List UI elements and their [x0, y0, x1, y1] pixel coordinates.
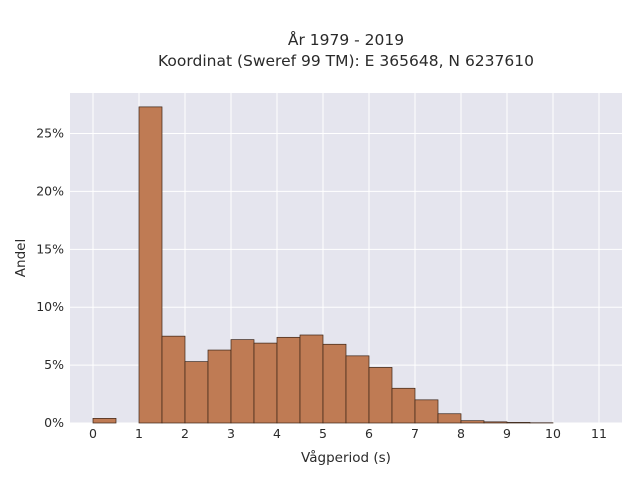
- histogram-bar: [161, 335, 186, 424]
- histogram-bar: [322, 343, 347, 424]
- x-tick-label: 0: [89, 426, 97, 441]
- histogram-bar: [460, 420, 485, 424]
- x-tick-label: 11: [591, 426, 607, 441]
- histogram-bar: [391, 387, 416, 424]
- y-axis-label: Andel: [13, 239, 29, 277]
- histogram-bar: [230, 339, 255, 424]
- y-tick-label: 25%: [36, 126, 64, 141]
- x-tick-label: 10: [545, 426, 561, 441]
- histogram-bar: [506, 422, 531, 424]
- chart-subtitle: Koordinat (Sweref 99 TM): E 365648, N 62…: [158, 52, 534, 70]
- histogram-bar: [207, 349, 232, 424]
- x-tick-label: 3: [227, 426, 235, 441]
- histogram-bar: [184, 361, 209, 424]
- histogram-bar: [483, 421, 508, 424]
- y-tick-label: 20%: [36, 183, 64, 198]
- x-axis-label: Vågperiod (s): [301, 449, 391, 466]
- x-tick-label: 9: [503, 426, 511, 441]
- histogram-bar: [437, 413, 462, 424]
- x-axis-ticks: 0 1 2 3 4 5 6 7 8 9 10 11: [89, 426, 607, 441]
- x-tick-label: 5: [319, 426, 327, 441]
- histogram-bar: [414, 399, 439, 424]
- chart-title: År 1979 - 2019: [288, 30, 404, 49]
- y-axis-ticks: 0% 5% 10% 15% 20% 25%: [36, 126, 64, 430]
- histogram-bar: [92, 418, 117, 424]
- y-tick-label: 0%: [44, 415, 64, 430]
- x-tick-label: 8: [457, 426, 465, 441]
- histogram-bar: [276, 336, 301, 424]
- x-tick-label: 1: [135, 426, 143, 441]
- x-tick-label: 2: [181, 426, 189, 441]
- histogram-bar: [345, 355, 370, 424]
- histogram-bar: [368, 367, 393, 424]
- y-tick-label: 15%: [36, 241, 64, 256]
- x-tick-label: 7: [411, 426, 419, 441]
- y-tick-label: 10%: [36, 299, 64, 314]
- x-tick-label: 4: [273, 426, 281, 441]
- y-tick-label: 5%: [44, 357, 64, 372]
- histogram-bar: [138, 106, 163, 424]
- histogram-bar: [299, 334, 324, 424]
- histogram-bar: [253, 342, 278, 424]
- bar-series: [92, 106, 554, 424]
- x-tick-label: 6: [365, 426, 373, 441]
